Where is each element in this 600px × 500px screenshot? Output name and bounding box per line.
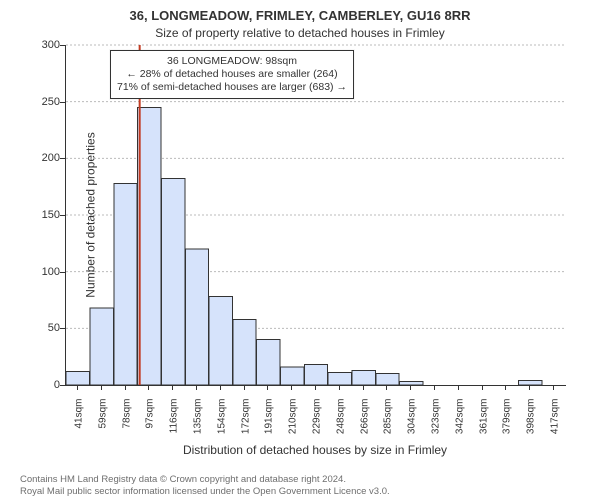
bar [114,183,137,385]
y-tick-label: 200 [20,152,60,164]
annotation-line2: ← 28% of detached houses are smaller (26… [117,68,347,81]
x-tick-label: 342sqm [454,399,465,449]
bar [352,370,375,385]
x-tick-mark [125,385,126,390]
y-tick-mark [60,385,65,386]
bar [185,249,208,385]
x-tick-label: 304sqm [407,399,418,449]
x-tick-mark [434,385,435,390]
y-tick-mark [60,158,65,159]
x-tick-mark [220,385,221,390]
x-tick-mark [505,385,506,390]
bar [209,297,232,385]
y-tick-label: 100 [20,266,60,278]
y-tick-mark [60,328,65,329]
x-tick-mark [291,385,292,390]
bar [400,382,423,385]
x-tick-label: 191sqm [264,399,275,449]
bar [138,107,161,385]
annotation-line1: 36 LONGMEADOW: 98sqm [117,55,347,68]
x-tick-label: 248sqm [335,399,346,449]
x-tick-mark [339,385,340,390]
x-axis-label: Distribution of detached houses by size … [65,443,565,457]
x-tick-label: 323sqm [431,399,442,449]
x-tick-label: 154sqm [216,399,227,449]
x-tick-mark [458,385,459,390]
bar [66,371,89,385]
chart-root: { "title_line1": "36, LONGMEADOW, FRIMLE… [0,0,600,500]
x-tick-label: 172sqm [240,399,251,449]
x-tick-label: 229sqm [312,399,323,449]
y-tick-label: 150 [20,209,60,221]
x-tick-label: 398sqm [526,399,537,449]
x-tick-label: 41sqm [73,399,84,449]
chart-title-line1: 36, LONGMEADOW, FRIMLEY, CAMBERLEY, GU16… [0,8,600,23]
y-tick-mark [60,272,65,273]
x-tick-label: 59sqm [97,399,108,449]
bar [281,367,304,385]
x-tick-mark [315,385,316,390]
x-tick-label: 210sqm [288,399,299,449]
annotation-box: 36 LONGMEADOW: 98sqm ← 28% of detached h… [110,50,354,99]
x-tick-mark [244,385,245,390]
x-tick-mark [77,385,78,390]
bar [519,380,542,385]
y-tick-label: 50 [20,322,60,334]
credit-text: Contains HM Land Registry data © Crown c… [20,474,580,498]
bars [66,107,542,385]
credit-line1: Contains HM Land Registry data © Crown c… [20,474,580,486]
x-tick-mark [196,385,197,390]
y-tick-label: 250 [20,96,60,108]
x-tick-label: 78sqm [121,399,132,449]
bar [233,319,256,385]
bar [257,340,280,385]
credit-line2: Royal Mail public sector information lic… [20,486,580,498]
y-tick-label: 300 [20,39,60,51]
x-tick-mark [267,385,268,390]
x-tick-label: 361sqm [478,399,489,449]
x-tick-mark [386,385,387,390]
annotation-line3: 71% of semi-detached houses are larger (… [117,81,347,94]
x-tick-mark [172,385,173,390]
x-tick-mark [482,385,483,390]
x-tick-label: 379sqm [502,399,513,449]
x-tick-label: 135sqm [192,399,203,449]
y-axis-label-wrap: Number of detached properties [0,45,18,385]
bar [328,373,351,385]
y-tick-label: 0 [20,379,60,391]
x-tick-label: 285sqm [383,399,394,449]
x-tick-mark [529,385,530,390]
y-tick-mark [60,102,65,103]
x-tick-label: 266sqm [359,399,370,449]
bar [304,365,327,385]
x-tick-label: 97sqm [145,399,156,449]
y-tick-mark [60,215,65,216]
bar [376,374,399,385]
chart-title-line2: Size of property relative to detached ho… [0,26,600,40]
bar [90,308,113,385]
x-tick-mark [148,385,149,390]
x-tick-mark [410,385,411,390]
x-tick-mark [553,385,554,390]
bar [161,179,184,385]
x-tick-label: 417sqm [550,399,561,449]
x-tick-mark [363,385,364,390]
x-tick-mark [101,385,102,390]
x-tick-label: 116sqm [169,399,180,449]
y-tick-mark [60,45,65,46]
